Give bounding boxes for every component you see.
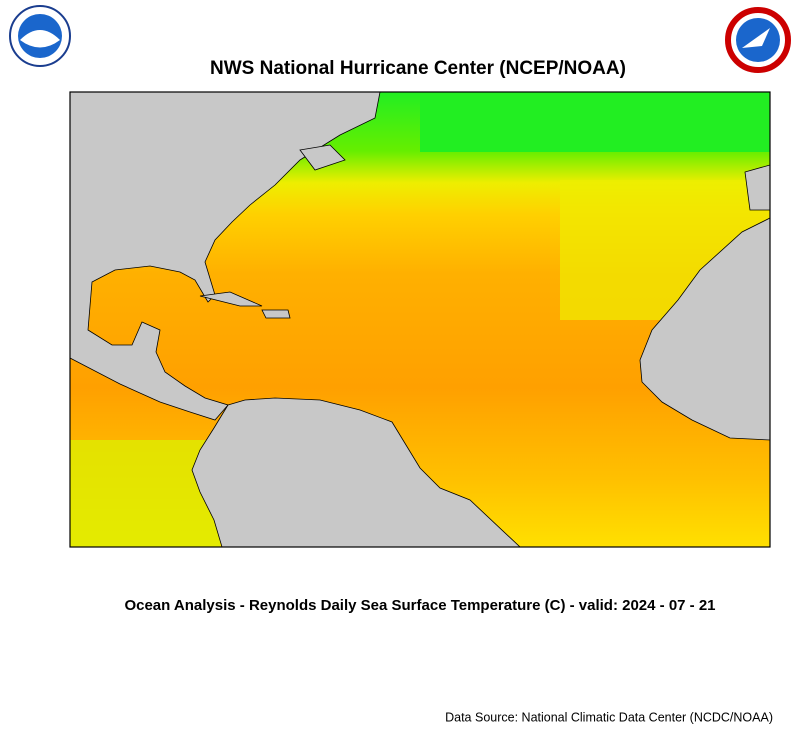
noaa-logo — [9, 5, 71, 67]
source: Data Source: National Climatic Data Cent… — [445, 710, 773, 724]
title: NWS National Hurricane Center (NCEP/NOAA… — [210, 58, 626, 79]
subtitle: Ocean Analysis - Reynolds Daily Sea Surf… — [124, 597, 715, 614]
map — [69, 91, 771, 548]
nws-logo — [725, 7, 791, 73]
